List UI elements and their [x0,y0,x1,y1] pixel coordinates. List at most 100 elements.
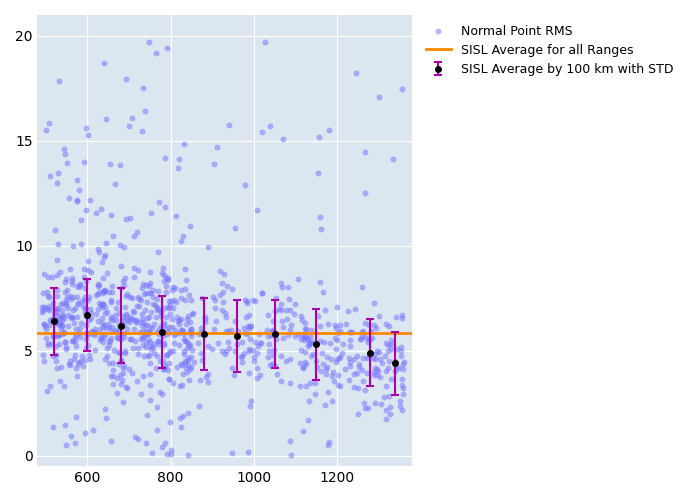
Normal Point RMS [116,376,127,384]
Normal Point RMS [148,300,159,308]
Normal Point RMS [102,344,113,352]
Normal Point RMS [36,308,48,316]
Normal Point RMS [76,352,88,360]
Normal Point RMS [38,270,50,278]
Normal Point RMS [90,310,101,318]
Normal Point RMS [69,438,80,446]
Normal Point RMS [140,438,151,446]
Normal Point RMS [162,302,174,310]
Normal Point RMS [299,336,310,344]
Normal Point RMS [99,286,111,294]
Normal Point RMS [262,311,274,319]
Normal Point RMS [241,299,253,307]
Normal Point RMS [97,258,108,266]
Normal Point RMS [332,370,343,378]
Normal Point RMS [130,318,141,326]
Normal Point RMS [62,322,74,330]
Normal Point RMS [394,397,405,405]
Normal Point RMS [245,335,256,343]
Normal Point RMS [115,348,126,356]
Normal Point RMS [119,321,130,329]
Normal Point RMS [95,300,106,308]
Normal Point RMS [54,268,65,276]
Normal Point RMS [397,374,408,382]
Normal Point RMS [270,307,281,315]
Normal Point RMS [135,390,146,398]
Normal Point RMS [144,279,155,287]
Normal Point RMS [326,355,337,363]
Normal Point RMS [69,318,80,326]
Normal Point RMS [165,446,176,454]
Normal Point RMS [261,326,272,334]
Normal Point RMS [271,335,282,343]
Normal Point RMS [221,282,232,290]
Normal Point RMS [132,376,143,384]
Normal Point RMS [144,38,155,46]
Normal Point RMS [236,353,247,361]
Normal Point RMS [89,328,100,336]
Normal Point RMS [162,330,173,338]
Normal Point RMS [351,352,363,360]
Normal Point RMS [169,340,180,347]
Normal Point RMS [303,342,314,349]
Normal Point RMS [141,288,152,296]
Normal Point RMS [42,342,53,349]
Normal Point RMS [105,211,116,219]
Normal Point RMS [254,339,265,347]
Normal Point RMS [320,364,331,372]
Normal Point RMS [314,338,326,345]
Normal Point RMS [158,340,169,348]
Normal Point RMS [143,352,154,360]
Normal Point RMS [143,290,154,298]
Normal Point RMS [161,313,172,321]
Normal Point RMS [371,347,382,355]
Normal Point RMS [104,359,115,367]
Normal Point RMS [71,330,82,338]
Normal Point RMS [187,310,198,318]
Normal Point RMS [71,294,83,302]
Normal Point RMS [97,314,108,322]
Normal Point RMS [60,298,71,306]
Normal Point RMS [332,336,343,344]
Normal Point RMS [44,172,55,180]
Normal Point RMS [62,312,74,320]
Normal Point RMS [374,356,385,364]
Normal Point RMS [358,354,369,362]
Normal Point RMS [167,380,178,388]
Normal Point RMS [163,304,174,312]
Normal Point RMS [276,283,288,291]
Normal Point RMS [341,320,352,328]
Normal Point RMS [121,215,132,223]
Normal Point RMS [158,272,169,280]
Normal Point RMS [52,332,64,340]
Normal Point RMS [106,313,117,321]
Normal Point RMS [132,350,144,358]
Normal Point RMS [60,296,71,304]
Normal Point RMS [370,324,382,332]
Normal Point RMS [71,198,82,205]
Normal Point RMS [284,380,295,388]
Normal Point RMS [48,352,59,360]
Normal Point RMS [185,296,196,304]
Normal Point RMS [144,323,155,331]
Normal Point RMS [144,282,155,290]
Normal Point RMS [80,344,92,351]
Normal Point RMS [75,280,86,288]
Normal Point RMS [184,291,195,299]
Normal Point RMS [389,358,400,366]
Normal Point RMS [206,345,218,353]
Normal Point RMS [363,404,374,412]
Normal Point RMS [256,290,267,298]
Normal Point RMS [166,297,177,305]
Normal Point RMS [179,336,190,344]
Normal Point RMS [195,324,206,332]
Normal Point RMS [92,290,104,298]
Normal Point RMS [118,370,129,378]
Normal Point RMS [42,272,53,280]
Normal Point RMS [128,316,139,324]
Normal Point RMS [155,358,166,366]
Normal Point RMS [218,288,229,296]
Normal Point RMS [59,328,70,336]
Normal Point RMS [315,322,326,330]
Normal Point RMS [140,281,151,289]
